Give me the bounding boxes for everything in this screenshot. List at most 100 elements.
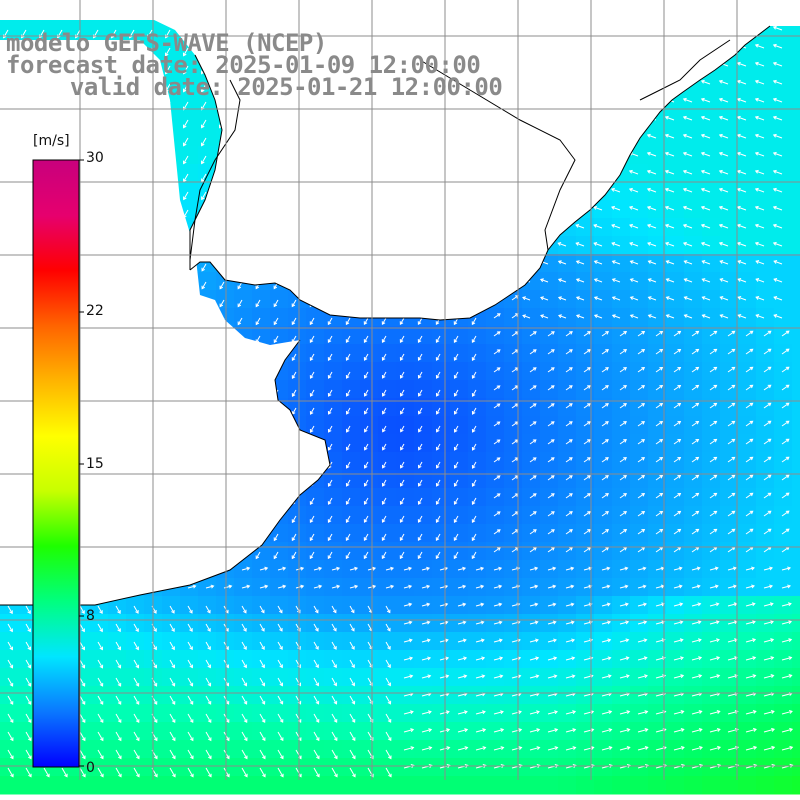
field-cell	[0, 632, 19, 651]
field-cell	[702, 92, 721, 111]
field-cell	[756, 236, 775, 255]
wind-arrow	[399, 353, 405, 361]
wind-arrow	[7, 659, 14, 669]
wind-arrow	[637, 385, 646, 391]
wind-arrow	[754, 223, 765, 229]
field-cell	[162, 776, 181, 795]
field-cell	[468, 542, 487, 561]
field-cell	[396, 362, 415, 381]
wind-arrow	[273, 299, 279, 308]
wind-arrow	[187, 713, 194, 724]
field-cell	[558, 308, 577, 327]
field-cell	[450, 380, 469, 399]
wind-arrow	[79, 623, 85, 633]
wind-arrow	[475, 584, 485, 589]
field-cell	[126, 650, 145, 669]
wind-arrow	[399, 497, 405, 505]
wind-arrow	[327, 353, 333, 361]
field-cell	[648, 128, 667, 147]
wind-arrow	[327, 335, 333, 344]
field-cell	[54, 776, 73, 795]
wind-arrow	[718, 241, 729, 247]
field-cell	[558, 776, 577, 795]
wind-arrow	[421, 584, 431, 589]
wind-arrow	[259, 641, 265, 651]
field-cell	[162, 632, 181, 651]
wind-arrow	[718, 169, 729, 175]
field-cell	[666, 146, 685, 165]
wind-arrow	[453, 551, 459, 560]
wind-arrow	[601, 584, 611, 589]
wind-arrow	[493, 728, 505, 733]
wind-arrow	[619, 421, 627, 427]
field-cell	[666, 776, 685, 795]
field-cell	[252, 632, 271, 651]
wind-arrow	[529, 566, 539, 571]
wind-arrow	[619, 367, 628, 373]
field-cell	[774, 74, 793, 93]
field-cell	[720, 218, 739, 237]
field-cell	[252, 758, 271, 777]
wind-arrow	[349, 767, 356, 778]
colorbar-gradient	[32, 159, 80, 768]
wind-arrow	[493, 620, 503, 625]
wind-arrow	[736, 115, 747, 121]
wind-arrow	[309, 353, 315, 361]
field-cell	[324, 758, 343, 777]
field-cell	[378, 668, 397, 687]
field-cell	[252, 650, 271, 669]
field-cell	[18, 758, 37, 777]
field-cell	[306, 632, 325, 651]
wind-arrow	[637, 511, 646, 517]
wind-arrow	[737, 278, 747, 283]
wind-arrow	[133, 623, 139, 633]
wind-arrow	[313, 566, 323, 571]
field-cell	[198, 776, 217, 795]
wind-arrow	[781, 420, 790, 427]
wind-arrow	[754, 79, 765, 85]
field-cell	[468, 344, 487, 363]
field-cell	[432, 470, 451, 489]
field-cell	[0, 614, 19, 633]
field-cell	[378, 596, 397, 615]
wind-arrow	[781, 727, 794, 733]
wind-arrow	[457, 620, 467, 625]
wind-arrow	[745, 330, 754, 337]
field-cell	[792, 686, 800, 705]
wind-arrow	[133, 659, 140, 669]
wind-arrow	[385, 677, 391, 687]
wind-arrow	[637, 331, 646, 337]
wind-arrow	[511, 746, 523, 751]
wind-arrow	[539, 278, 549, 283]
field-cell	[738, 200, 757, 219]
wind-arrow	[647, 296, 657, 301]
wind-arrow	[665, 278, 675, 283]
wind-arrow	[345, 497, 351, 505]
field-cell	[342, 506, 361, 525]
field-cell	[576, 236, 595, 255]
wind-arrow	[277, 584, 287, 589]
wind-arrow	[763, 638, 775, 643]
field-cell	[702, 74, 721, 93]
wind-arrow	[601, 367, 609, 373]
field-cell	[648, 308, 667, 327]
wind-arrow	[493, 349, 501, 355]
wind-arrow	[727, 584, 737, 589]
wind-arrow	[709, 674, 721, 679]
field-cell	[180, 56, 199, 75]
field-cell	[756, 164, 775, 183]
wind-arrow	[453, 497, 459, 505]
wind-arrow	[611, 296, 621, 301]
colorbar-tick-22: 22	[86, 303, 104, 319]
wind-arrow	[701, 296, 711, 301]
field-cell	[342, 686, 361, 705]
field-cell	[162, 596, 181, 615]
wind-arrow	[619, 674, 630, 679]
wind-arrow	[381, 335, 387, 343]
wind-arrow	[277, 749, 284, 760]
wind-arrow	[471, 443, 477, 451]
field-cell	[306, 362, 325, 381]
wind-arrow	[557, 260, 567, 265]
wind-arrow	[611, 278, 621, 283]
wind-arrow	[385, 566, 394, 571]
